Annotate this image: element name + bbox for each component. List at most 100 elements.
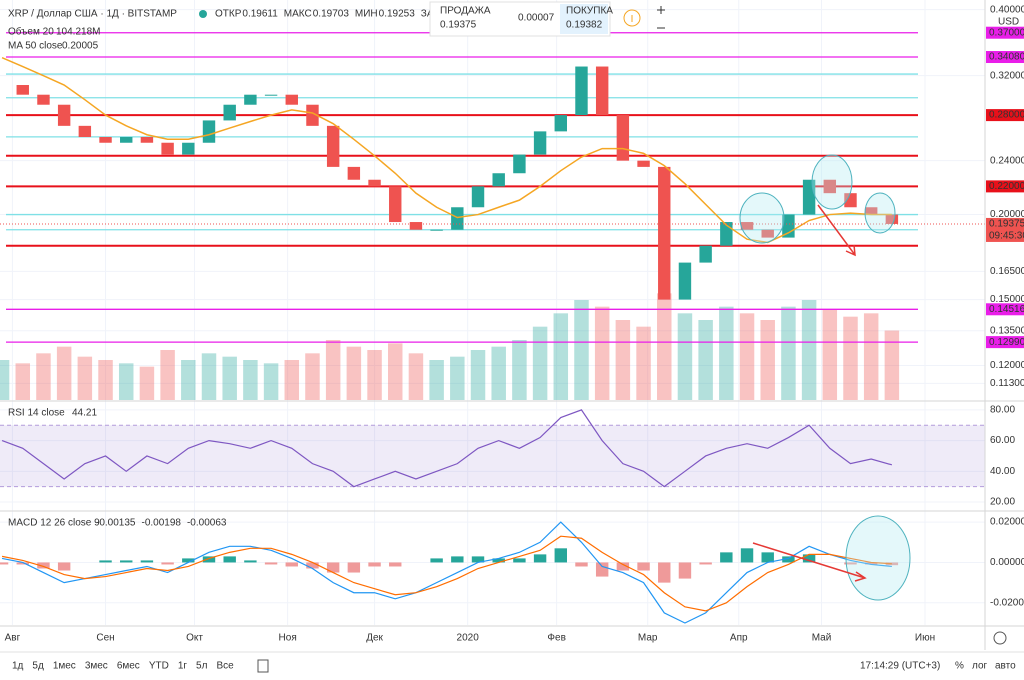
histogram-bar [554,548,567,563]
volume-bar [801,300,817,400]
clock: 17:14:29 (UTC+3) [860,661,940,672]
y-tick-label: 0.24000 [990,155,1024,166]
volume-bar [822,310,838,400]
range-button[interactable]: 1мес [53,661,76,672]
y-tick-label: 0.00000 [990,557,1024,568]
legend-name: RSI 14 close [8,408,65,419]
log-toggle[interactable]: лог [972,661,988,672]
range-button[interactable]: 5л [196,661,208,672]
candle [533,131,547,155]
histogram-bar [678,562,692,579]
pane: 0.02000 0.00000 -0.02000 MACD 12 26 close 9… [0,517,1024,624]
legend-value: 104.218M [56,27,100,38]
symbol-title[interactable]: XRP / Доллар США · 1Д · BITSTAMP [8,9,177,20]
histogram-bar [16,562,29,565]
candle [699,245,712,263]
macd-line [1,535,892,612]
histogram-bar [740,548,754,563]
level-label-box [986,180,1024,193]
candle [347,166,361,180]
candle [885,214,899,224]
ohlc-label: ОТКР [215,9,242,20]
range-button[interactable]: 3мес [85,661,108,672]
range-button[interactable]: 1г [178,661,188,672]
buy-button[interactable] [560,4,608,34]
arrow [752,542,867,582]
range-button[interactable]: 5д [32,661,44,672]
histogram-bar [306,562,319,569]
sell-price: 0.19375 [440,20,477,31]
buy-label: ПОКУПКА [566,6,613,17]
histogram-bar [658,562,671,583]
candle [409,222,423,230]
histogram-bar [637,562,650,571]
level-label: 0.28000 [989,110,1024,121]
y-tick-label: 40.00 [990,466,1015,477]
spread: 0.00007 [518,13,555,24]
y-tick-label: 20.00 [990,497,1015,508]
candle [823,179,837,194]
histogram-bar [202,556,216,563]
x-tick-label: Фев [547,633,565,644]
level-label: 0.37000 [989,27,1024,38]
volume-bar [284,360,300,400]
level-label: 0.22000 [989,181,1024,192]
volume-bar [98,360,113,400]
volume-bar [636,326,651,400]
range-button[interactable]: Все [216,661,234,672]
candle [554,115,567,132]
candle [120,137,133,143]
zoom-icons[interactable] [657,6,665,29]
volume-bar [594,306,610,400]
auto-toggle[interactable]: авто [995,661,1016,672]
candle [513,154,526,174]
y-tick-label: 0.12000 [990,360,1024,371]
y-tick-label: -0.02000 [990,597,1024,608]
histogram-bar [595,562,609,577]
histogram-bar [720,552,733,563]
candle [140,137,154,143]
ohlc-value: 0.19611 [242,9,278,20]
volume-bar [553,313,569,400]
volume-bar [325,340,341,400]
settings-icon[interactable] [993,631,1007,645]
histogram-bar [161,562,174,565]
candle [202,120,216,143]
histogram-bar [182,558,195,563]
volume-bar [346,346,362,400]
legend-name: MA 50 close [8,41,63,52]
volume-bar [470,350,486,400]
range-button[interactable]: YTD [149,661,169,672]
histogram-bar [616,562,630,571]
volume-bar [0,360,10,400]
x-tick-label: Сен [96,633,114,644]
date-range-icon[interactable] [257,659,269,673]
info-icon[interactable] [623,9,641,27]
x-tick-label: Июн [915,633,935,644]
histogram-bar [885,562,899,566]
last-price-box [986,217,1024,242]
candle [306,104,319,126]
candle [326,125,340,167]
percent-toggle[interactable]: % [955,661,964,672]
candle [864,207,878,215]
arrow [817,204,856,257]
candle [430,229,443,231]
range-button[interactable]: 6мес [117,661,140,672]
range-button[interactable]: 1д [12,661,24,672]
histogram-bar [699,562,712,565]
pane: 0.40000 0.32000 0.24000 0.20000 0.16500 0.150… [0,0,1024,644]
volume-bar [781,306,796,400]
sell-label: ПРОДАЖА [440,6,491,17]
histogram-bar [244,560,257,563]
histogram-bar [285,562,298,567]
volume-bar [408,353,424,400]
y-tick-label: 60.00 [990,435,1015,446]
sell-button[interactable] [432,4,504,34]
x-tick-label: Авг [5,633,21,644]
histogram-bar [802,554,816,563]
volume-bar [843,316,858,400]
circle-annotation [845,515,911,601]
x-tick-label: Май [812,633,832,644]
